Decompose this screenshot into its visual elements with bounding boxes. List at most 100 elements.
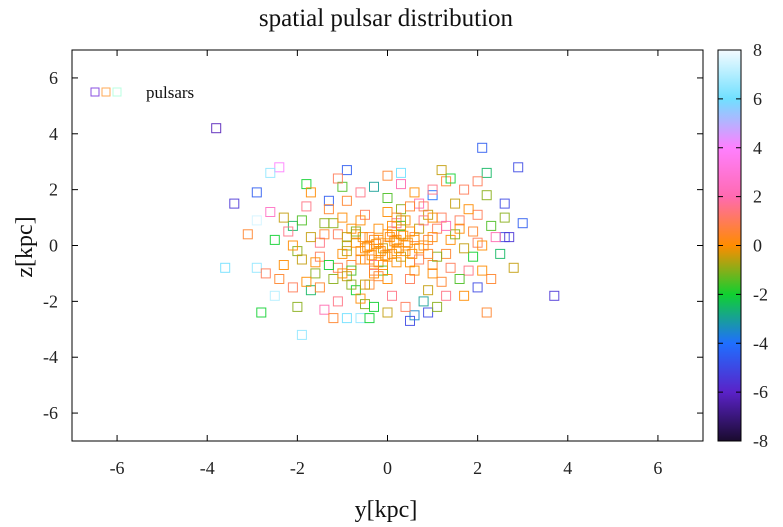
y-axis-label: z[kpc] (12, 216, 38, 277)
data-point (481, 167, 492, 178)
data-point (260, 268, 271, 279)
data-point (382, 170, 393, 181)
data-point (278, 212, 289, 223)
data-point (211, 123, 222, 134)
data-point (296, 329, 307, 340)
data-point (477, 265, 488, 276)
data-point (423, 234, 434, 245)
data-point (369, 181, 379, 192)
data-point (407, 248, 418, 259)
data-point (305, 232, 316, 243)
data-point (405, 274, 415, 284)
chart-title: spatial pulsar distribution (259, 5, 514, 32)
data-point (504, 232, 515, 243)
data-point (346, 279, 357, 290)
colorbar-tick-label: 4 (753, 138, 762, 158)
data-point (373, 234, 384, 245)
data-point (549, 290, 560, 301)
data-point (355, 246, 366, 257)
data-point (432, 251, 443, 262)
y-tick-label: -2 (43, 291, 58, 311)
legend-label: pulsars (146, 83, 194, 102)
data-point (423, 307, 434, 318)
plot-area: -6 -4 -2 0 2 4 6 -6 -4 -2 0 2 4 6 pulsars (43, 49, 704, 478)
data-point (418, 296, 429, 307)
data-point (292, 301, 303, 312)
data-point (251, 187, 262, 198)
data-point (382, 251, 393, 262)
data-point (463, 204, 474, 215)
data-point (296, 215, 307, 226)
x-tick-label: 2 (473, 458, 482, 478)
data-point (274, 274, 285, 284)
data-point (328, 218, 339, 229)
data-point (251, 215, 262, 226)
data-point (350, 226, 361, 237)
data-point (477, 142, 488, 153)
data-point (486, 220, 497, 231)
data-point (468, 251, 479, 262)
data-point (382, 193, 393, 203)
data-point (355, 313, 366, 324)
legend-swatch (101, 87, 111, 97)
data-point (301, 201, 312, 212)
data-point (400, 240, 411, 251)
data-point (341, 240, 352, 251)
data-point (256, 307, 267, 318)
data-point (323, 260, 334, 270)
data-point (242, 229, 253, 240)
data-point (414, 254, 425, 265)
data-point (287, 240, 298, 251)
x-tick-label: -6 (110, 458, 125, 478)
data-point (364, 313, 375, 324)
data-point (391, 257, 402, 268)
data-point (220, 262, 231, 273)
data-point (454, 274, 465, 284)
data-point (319, 229, 330, 240)
data-point (468, 226, 479, 237)
data-point (369, 265, 379, 276)
data-point (265, 167, 276, 178)
data-point (436, 212, 447, 223)
data-point (423, 248, 434, 259)
data-point (387, 290, 397, 301)
data-point (310, 268, 321, 279)
data-point (459, 290, 470, 301)
data-point (445, 262, 456, 273)
data-point (341, 195, 352, 206)
data-point (436, 276, 447, 287)
colorbar-tick-label: 8 (753, 40, 762, 60)
data-point (369, 301, 379, 312)
data-point (481, 307, 492, 318)
data-point (337, 268, 348, 279)
data-point (396, 167, 406, 178)
y-tick-label: 2 (49, 180, 58, 200)
data-point (360, 279, 370, 290)
data-point (323, 195, 334, 206)
points-layer (211, 123, 560, 340)
data-point (472, 282, 483, 293)
data-point (427, 212, 438, 223)
data-point (301, 179, 312, 190)
data-point (305, 187, 316, 198)
data-point (427, 268, 438, 279)
data-point (382, 229, 393, 240)
data-point (296, 254, 307, 265)
data-point (319, 304, 330, 315)
data-point (396, 204, 406, 215)
data-point (382, 207, 393, 217)
data-point (508, 262, 519, 273)
data-point (409, 187, 420, 198)
data-point (278, 260, 289, 270)
data-point (517, 218, 528, 229)
data-point (436, 165, 447, 176)
data-point (341, 313, 352, 324)
data-point (355, 215, 366, 226)
data-point (393, 243, 404, 254)
data-point (391, 234, 402, 245)
legend-swatch (112, 87, 122, 97)
data-point (499, 212, 510, 223)
colorbar-tick-label: 6 (753, 89, 762, 109)
data-point (355, 187, 366, 198)
x-tick-label: -2 (290, 458, 305, 478)
